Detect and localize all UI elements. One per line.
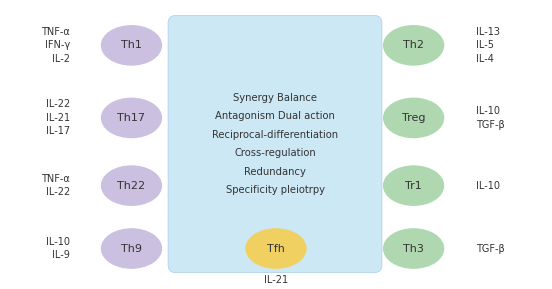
Text: Th9: Th9 [121,244,142,253]
Text: Redundancy: Redundancy [244,166,306,177]
Text: Tr1: Tr1 [405,181,422,191]
Text: Antagonism Dual action: Antagonism Dual action [215,112,335,121]
Text: TGF-β: TGF-β [476,120,505,130]
Text: Cross-regulation: Cross-regulation [234,148,316,158]
Text: IL-10: IL-10 [476,181,500,191]
Text: Th22: Th22 [118,181,146,191]
Text: Th1: Th1 [121,40,142,50]
Ellipse shape [383,228,444,269]
Text: TGF-β: TGF-β [476,244,505,253]
Ellipse shape [245,228,307,269]
Text: IFN-γ: IFN-γ [45,40,70,50]
Text: IL-9: IL-9 [52,250,70,260]
Text: Synergy Balance: Synergy Balance [233,93,317,103]
Text: IL-2: IL-2 [52,54,70,64]
Text: IL-17: IL-17 [46,127,70,136]
Ellipse shape [101,25,162,66]
Text: IL-10: IL-10 [476,106,500,116]
Text: Specificity pleiotrpy: Specificity pleiotrpy [226,185,325,195]
Ellipse shape [101,228,162,269]
Text: TNF-α: TNF-α [41,27,70,37]
Text: IL-21: IL-21 [46,113,70,123]
Text: IL-22: IL-22 [46,187,70,197]
Text: IL-21: IL-21 [264,275,288,285]
Text: IL-4: IL-4 [476,54,494,64]
Text: Tfh: Tfh [267,244,285,253]
Text: TNF-α: TNF-α [41,174,70,184]
Ellipse shape [101,98,162,138]
Text: IL-5: IL-5 [476,40,494,50]
Text: Th3: Th3 [403,244,424,253]
Text: IL-13: IL-13 [476,27,500,37]
Ellipse shape [383,25,444,66]
FancyBboxPatch shape [168,15,382,273]
Ellipse shape [383,98,444,138]
Ellipse shape [383,165,444,206]
Text: IL-10: IL-10 [46,237,70,247]
Text: Th2: Th2 [403,40,424,50]
Text: Treg: Treg [402,113,426,123]
Text: Reciprocal-differentiation: Reciprocal-differentiation [212,130,338,140]
Text: Th17: Th17 [118,113,146,123]
Text: IL-22: IL-22 [46,99,70,109]
Ellipse shape [101,165,162,206]
